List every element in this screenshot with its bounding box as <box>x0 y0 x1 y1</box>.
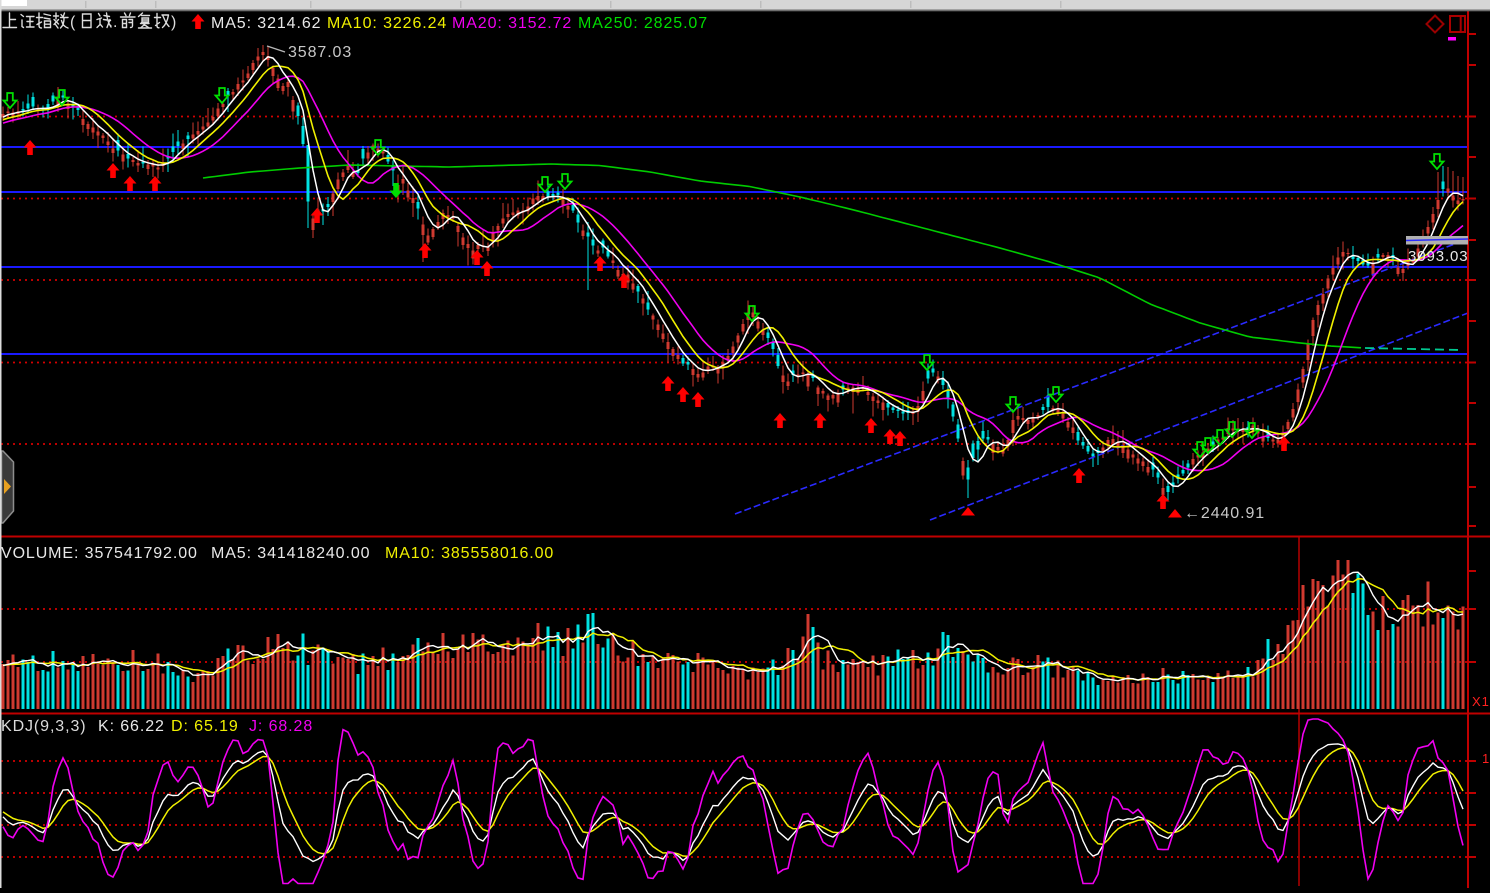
svg-text:MA10: 385558016.00: MA10: 385558016.00 <box>385 545 554 562</box>
svg-text:VOLUME: 357541792.00: VOLUME: 357541792.00 <box>1 545 198 562</box>
svg-text:MA5: 3214.62: MA5: 3214.62 <box>211 15 321 32</box>
svg-text:MA5: 341418240.00: MA5: 341418240.00 <box>211 545 370 562</box>
svg-text:J: 68.28: J: 68.28 <box>249 718 313 735</box>
svg-text:3587.03: 3587.03 <box>288 44 352 61</box>
svg-text:10: 10 <box>1482 751 1490 766</box>
svg-text:K: 66.22: K: 66.22 <box>98 718 165 735</box>
svg-text:MA250: 2825.07: MA250: 2825.07 <box>578 15 708 32</box>
svg-text:): ) <box>171 14 177 31</box>
svg-text:MA10: 3226.24: MA10: 3226.24 <box>327 15 447 32</box>
svg-text:3093.03: 3093.03 <box>1408 248 1469 265</box>
svg-text:KDJ(9,3,3): KDJ(9,3,3) <box>1 718 86 735</box>
svg-text:(: ( <box>70 14 76 31</box>
svg-text:X1: X1 <box>1472 694 1490 709</box>
svg-text:.: . <box>113 14 118 31</box>
svg-text:MA20: 3152.72: MA20: 3152.72 <box>452 15 572 32</box>
svg-text:D: 65.19: D: 65.19 <box>171 718 239 735</box>
svg-text:←2440.91: ←2440.91 <box>1184 505 1265 522</box>
